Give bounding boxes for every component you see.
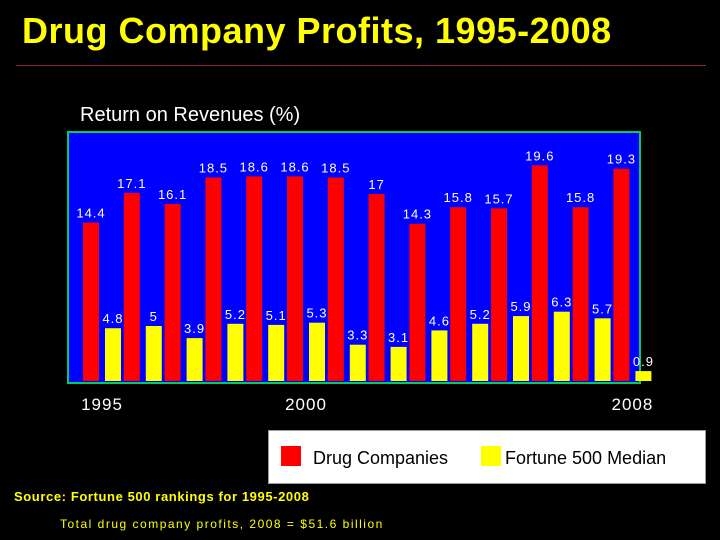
fortune-label-1998: 5.2 [225, 307, 246, 322]
drug-label-1997: 16.1 [158, 187, 187, 202]
drug-bar-1997 [164, 203, 181, 381]
drug-label-2003: 14.3 [403, 207, 432, 222]
drug-label-2005: 15.7 [484, 191, 513, 206]
fortune-bar-2008 [635, 371, 652, 381]
fortune-bar-2004 [472, 323, 489, 381]
drug-label-1995: 14.4 [76, 206, 105, 221]
x-tick-2000: 2000 [285, 395, 327, 414]
fortune-label-1997: 3.9 [184, 321, 205, 336]
drug-label-2000: 18.6 [280, 159, 309, 174]
drug-bar-1996 [123, 192, 140, 381]
drug-bar-2004 [450, 207, 467, 381]
fortune-bar-2005 [513, 316, 529, 381]
fortune-label-2005: 5.9 [510, 299, 531, 314]
fortune-bar-1996 [145, 326, 162, 381]
title-divider [16, 65, 706, 66]
fortune-bar-1999 [268, 324, 285, 381]
fortune-label-1995: 4.8 [102, 311, 123, 326]
fortune-label-2004: 5.2 [470, 307, 491, 322]
drug-bar-1998 [205, 177, 222, 381]
fortune-label-1999: 5.1 [266, 308, 287, 323]
fortune-label-2003: 4.6 [429, 313, 450, 328]
drug-label-2004: 15.8 [444, 190, 473, 205]
slide-title: Drug Company Profits, 1995-2008 [22, 10, 612, 51]
drug-bar-1995 [83, 222, 99, 381]
drug-bar-1999 [246, 176, 263, 381]
fortune-bar-2006 [553, 311, 570, 381]
drug-label-1998: 18.5 [199, 161, 228, 176]
fortune-label-1996: 5 [150, 309, 158, 324]
x-tick-1995: 1995 [81, 395, 123, 414]
fortune-bar-1997 [186, 338, 203, 381]
drug-bar-2002 [368, 194, 385, 381]
drug-label-2007: 15.8 [566, 190, 595, 205]
drug-label-2001: 18.5 [321, 161, 350, 176]
legend-label-fortune: Fortune 500 Median [505, 448, 667, 468]
fortune-label-2000: 5.3 [306, 306, 327, 321]
legend-swatch-drug [281, 446, 301, 466]
fortune-bar-1995 [105, 328, 121, 381]
chart-title: Return on Revenues (%) [80, 104, 300, 126]
fortune-bar-2000 [309, 322, 325, 381]
drug-bar-2003 [409, 223, 426, 381]
drug-label-1999: 18.6 [240, 159, 269, 174]
fortune-bar-2003 [431, 330, 448, 381]
drug-label-2008: 19.3 [607, 152, 636, 167]
drug-label-2006: 19.6 [525, 148, 554, 163]
drug-bar-2001 [327, 177, 344, 381]
x-tick-2008: 2008 [611, 395, 653, 414]
drug-bar-2008 [613, 168, 630, 381]
fortune-bar-2001 [349, 344, 366, 381]
legend-label-drug: Drug Companies [313, 448, 449, 468]
fortune-bar-1998 [227, 323, 244, 381]
fortune-bar-2007 [594, 318, 611, 381]
source-note: Source: Fortune 500 rankings for 1995-20… [14, 489, 310, 504]
total-profits-note: Total drug company profits, 2008 = $51.6… [60, 517, 384, 531]
fortune-label-2001: 3.3 [347, 328, 368, 343]
drug-bar-2005 [491, 208, 507, 381]
fortune-label-2007: 5.7 [592, 301, 613, 316]
legend-swatch-fortune [481, 446, 501, 466]
drug-bar-2006 [531, 165, 548, 381]
fortune-label-2008: 0.9 [633, 354, 654, 369]
legend: Drug Companies Fortune 500 Median [268, 430, 706, 484]
drug-bar-2000 [287, 176, 303, 381]
fortune-label-2002: 3.1 [388, 330, 409, 345]
drug-bar-2007 [572, 207, 589, 381]
fortune-label-2006: 6.3 [551, 295, 572, 310]
drug-label-2002: 17 [368, 177, 384, 192]
drug-label-1996: 17.1 [117, 176, 146, 191]
fortune-bar-2002 [390, 346, 407, 381]
